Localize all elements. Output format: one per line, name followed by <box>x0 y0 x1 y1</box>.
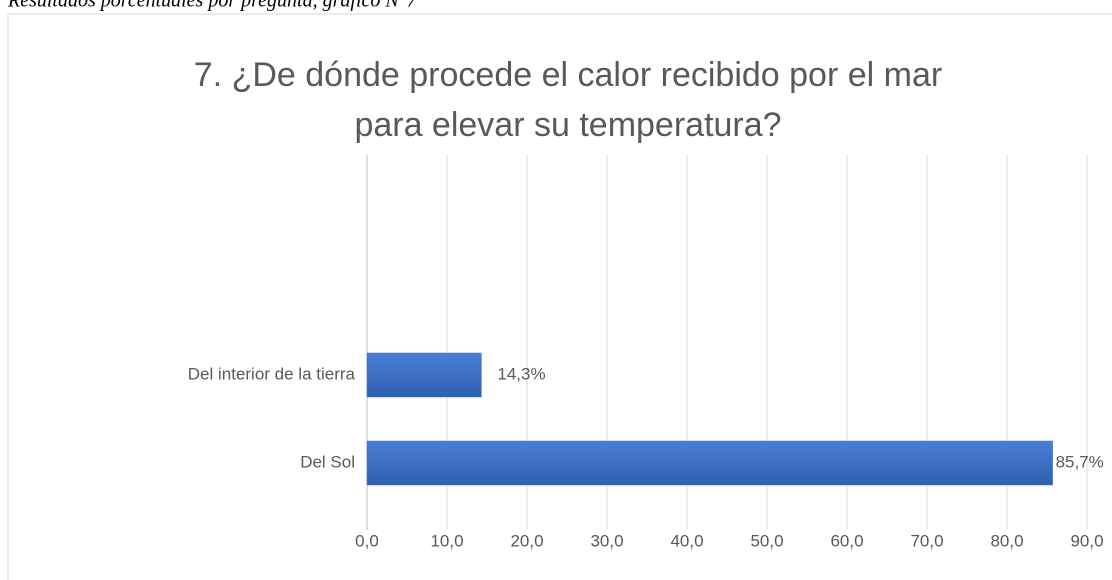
x-tick-label: 80,0 <box>990 531 1023 550</box>
chart-border <box>7 13 1112 580</box>
x-tick-label: 10,0 <box>430 531 463 550</box>
value-label: 14,3% <box>497 364 545 383</box>
x-tick-label: 90,0 <box>1070 531 1103 550</box>
category-label: Del Sol <box>300 452 355 471</box>
bar <box>366 352 482 398</box>
x-tick-label: 20,0 <box>510 531 543 550</box>
category-label: Del interior de la tierra <box>188 364 356 383</box>
caption: Resultados porcentuales por pregunta, gr… <box>7 0 418 12</box>
value-label: 85,7% <box>1056 452 1104 471</box>
x-tick-label: 30,0 <box>590 531 623 550</box>
bar <box>366 440 1053 486</box>
chart-title: 7. ¿De dónde procede el calor recibido p… <box>194 56 942 94</box>
x-tick-label: 60,0 <box>830 531 863 550</box>
x-tick-label: 50,0 <box>750 531 783 550</box>
chart-title: para elevar su temperatura? <box>354 106 781 144</box>
x-tick-label: 0,0 <box>355 531 379 550</box>
x-tick-label: 70,0 <box>910 531 943 550</box>
x-tick-label: 40,0 <box>670 531 703 550</box>
